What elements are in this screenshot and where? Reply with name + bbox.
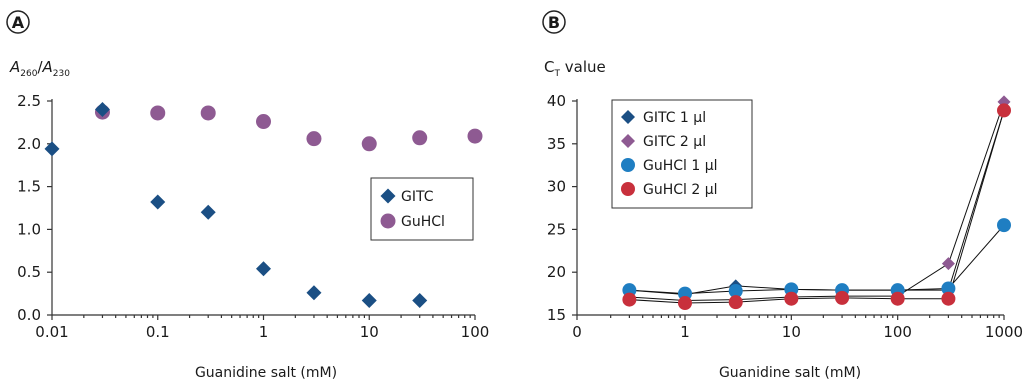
panel-b-legend: GITC 1 µl GITC 2 µl GuHCl 1 µl GuHCl 2 µl (611, 99, 753, 209)
panel-a-legend-box (370, 177, 474, 241)
panel-b-letter: B (548, 13, 560, 32)
y-label-var1: A (9, 58, 20, 76)
legend-marker-guhcl (380, 213, 396, 229)
guhcl-point (412, 130, 428, 146)
y-tick-label: 0.5 (17, 263, 41, 281)
gitc-point (306, 285, 322, 301)
panel-b-x-axis-label: Guanidine salt (mM) (719, 365, 861, 381)
ct-label-sub: T (553, 69, 560, 79)
x-tick-label: 0.01 (35, 323, 68, 341)
y-label-slash: / (37, 58, 43, 76)
panel-a-marks (44, 102, 483, 308)
panel-b-y-axis-label: CT value (544, 58, 606, 79)
guhcl-point (467, 128, 483, 144)
gitc-point (150, 194, 166, 210)
x-tick-label: 100 (461, 323, 490, 341)
x-tick-label: 100 (883, 323, 912, 341)
y-tick-label: 25 (547, 220, 566, 238)
legend-label: GITC (401, 189, 434, 205)
series-line (629, 101, 1005, 301)
legend-marker-1 (621, 134, 635, 148)
guhcl-point (306, 131, 322, 147)
panel-b-axes (576, 99, 1004, 316)
legend-marker-2 (621, 158, 635, 172)
series-3-point (784, 291, 799, 306)
y-label-var2: A (42, 58, 53, 76)
legend-marker-0 (621, 110, 635, 124)
legend-label: GuHCl 2 µl (643, 182, 718, 198)
gitc-point (256, 261, 271, 277)
gitc-point (44, 141, 60, 157)
series-3-point (622, 292, 637, 307)
y-tick-label: 30 (547, 178, 566, 196)
x-tick-label: 1 (259, 323, 269, 341)
x-tick-label: 10 (782, 323, 801, 341)
guhcl-point (200, 105, 216, 121)
panel-b-badge (542, 10, 566, 34)
gitc-point (412, 292, 428, 308)
x-tick-label: 1000 (985, 323, 1023, 341)
legend-label: GuHCl 1 µl (643, 158, 718, 174)
gitc-point (361, 292, 377, 308)
guhcl-point (256, 114, 271, 130)
guhcl-point (361, 136, 377, 152)
series-line (629, 110, 1005, 304)
y-tick-label: 20 (547, 263, 566, 281)
gitc-point (200, 204, 216, 220)
panel-a-badge (6, 10, 30, 34)
series-2-point (941, 281, 956, 296)
legend-marker-3 (621, 182, 635, 196)
series-2-point (997, 218, 1011, 233)
guhcl-point (150, 105, 166, 121)
legend-label: GITC 2 µl (643, 134, 706, 150)
y-tick-label: 35 (547, 135, 566, 153)
panel-a-letter: A (12, 13, 25, 32)
series-line (629, 224, 1005, 295)
y-tick-label: 0.0 (17, 306, 41, 324)
y-tick-label: 15 (547, 306, 566, 324)
panel-b: B CT value 15 20 25 30 35 40 0 1 10 100 1000 Guani… (542, 10, 1023, 381)
series-3-point (890, 291, 905, 306)
x-tick-label: 0 (572, 323, 582, 341)
panel-a: A A260/A230 0.00.51.01.52.02.50.01 0.1 1 10… (6, 10, 489, 381)
x-tick-label: 1 (680, 323, 690, 341)
panel-a-y-axis-label: A260/A230 (9, 58, 70, 79)
ct-label-main: C (544, 58, 554, 76)
y-tick-label: 2.5 (17, 92, 41, 110)
panel-b-legend-box (611, 99, 753, 209)
panel-b-ticks: 15 20 25 30 35 40 0 1 10 100 1000 (547, 92, 1023, 341)
x-tick-label: 10 (360, 323, 379, 341)
panel-a-x-axis-label: Guanidine salt (mM) (195, 365, 337, 381)
y-tick-label: 40 (547, 92, 566, 110)
y-tick-label: 1.5 (17, 178, 41, 196)
y-tick-label: 2.0 (17, 135, 41, 153)
y-tick-label: 1.0 (17, 220, 41, 238)
y-label-sub2: 230 (53, 69, 70, 79)
legend-marker-gitc (380, 188, 396, 204)
panel-a-legend: GITC GuHCl (370, 177, 474, 241)
series-3-point (835, 290, 850, 305)
x-tick-label: 0.1 (146, 323, 170, 341)
series-1-point (941, 257, 955, 271)
series-3-point (941, 291, 956, 306)
panel-b-marks (622, 95, 1011, 311)
series-3-point (728, 295, 743, 310)
y-label-sub1: 260 (20, 69, 37, 79)
panel-b-lines (629, 101, 1005, 304)
ct-label-rest: value (560, 58, 606, 76)
legend-label: GuHCl (401, 214, 445, 230)
gitc-point (94, 102, 110, 118)
series-3-point (997, 103, 1011, 118)
panel-a-ticks: 0.0 0.5 1.0 1.5 2.0 2.5 0.01 0.1 1 10 100 (17, 92, 489, 341)
legend-label: GITC 1 µl (643, 110, 706, 126)
series-3-point (678, 296, 692, 311)
series-2-point (728, 284, 743, 299)
